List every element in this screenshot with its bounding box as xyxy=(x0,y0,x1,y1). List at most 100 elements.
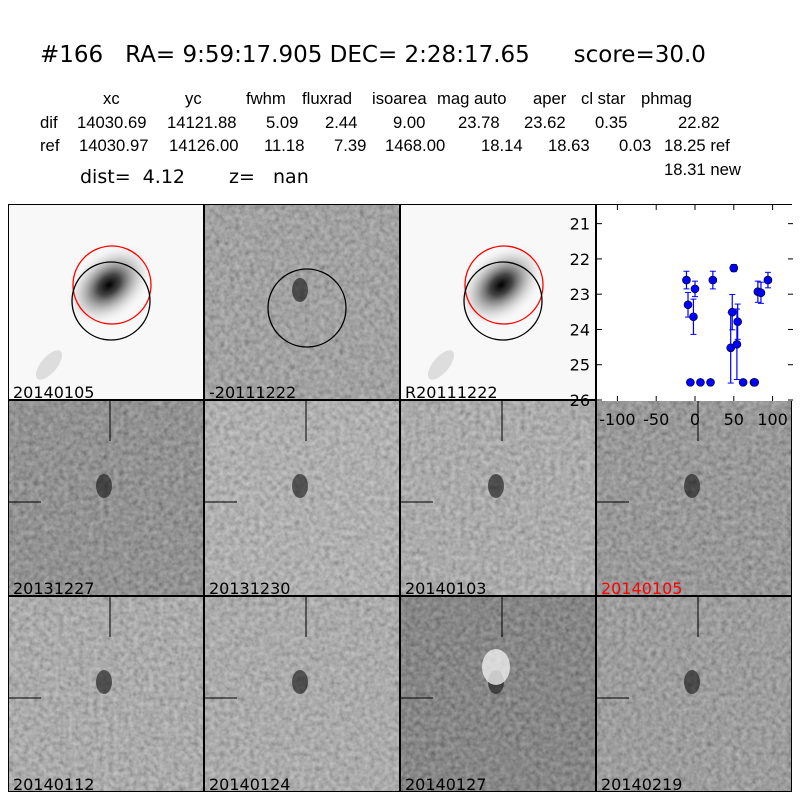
stamp-panel: 20131227 xyxy=(8,400,204,596)
dif-value: 9.00 xyxy=(393,113,426,132)
y-tick-label: 21 xyxy=(570,215,590,234)
marker xyxy=(696,378,705,387)
stamp-date-label: 20140124 xyxy=(209,775,291,792)
new-position-circle xyxy=(72,245,152,325)
marker xyxy=(683,300,693,310)
marker xyxy=(689,312,698,322)
ref-value: 14126.00 xyxy=(169,136,239,155)
stamp-date-label: -20111222 xyxy=(209,383,297,400)
dif-value: 23.78 xyxy=(458,113,500,132)
marker xyxy=(763,275,773,285)
marker xyxy=(686,378,695,387)
stamp-date-label: R20111222 xyxy=(405,383,498,400)
column-header: fwhm xyxy=(246,89,286,108)
column-header: cl star xyxy=(581,89,626,108)
dif-value: 14121.88 xyxy=(167,113,237,132)
marker xyxy=(729,263,739,273)
data-point xyxy=(683,291,693,318)
stamp-date-label: 20140219 xyxy=(601,775,683,792)
data-point xyxy=(696,378,705,387)
column-header: xc xyxy=(103,89,120,108)
stamp-panel: 20140112 xyxy=(8,596,204,792)
stamp-date-label: 20140127 xyxy=(405,775,487,792)
stamp-date-label: 20131230 xyxy=(209,579,291,596)
data-point xyxy=(756,281,766,304)
marker xyxy=(756,288,766,298)
data-point xyxy=(690,280,700,298)
x-tick-label: -100 xyxy=(599,410,635,429)
lightcurve-plot-panel: 21 22 23 24 25 26 -100 -50 0 50 100 xyxy=(570,204,793,429)
data-point xyxy=(686,378,695,387)
aperture-circle xyxy=(267,268,347,348)
y-tick-label: 23 xyxy=(570,285,590,304)
y-tick-label: 22 xyxy=(570,250,590,269)
dif-value: 5.09 xyxy=(266,113,299,132)
x-tick-label: 0 xyxy=(690,410,700,429)
data-point xyxy=(763,271,773,289)
row-label-dif: dif xyxy=(40,113,58,132)
ref-value: 18.14 xyxy=(481,136,523,155)
x-tick-label: -50 xyxy=(643,410,669,429)
row-label-ref: ref xyxy=(40,136,60,155)
ref-value: 18.63 xyxy=(548,136,590,155)
stamp-date-label: 20131227 xyxy=(13,579,95,596)
column-header: mag auto xyxy=(437,89,507,108)
data-point xyxy=(682,270,691,290)
new-phmag: 18.31 new xyxy=(664,160,741,179)
ref-value: 11.18 xyxy=(264,136,305,155)
y-tick-label: 24 xyxy=(570,320,590,339)
dif-value: 0.35 xyxy=(595,113,628,132)
dif-value: 2.44 xyxy=(325,113,358,132)
page-title: #166 RA= 9:59:17.905 DEC= 2:28:17.65 sco… xyxy=(40,42,706,68)
dif-value: 22.82 xyxy=(678,113,720,132)
x-tick-label: 100 xyxy=(757,410,788,429)
data-point xyxy=(732,308,742,381)
stamp-panel: 20140219 xyxy=(596,596,792,792)
stamp-date-label: 20140112 xyxy=(13,775,95,792)
x-tick-label: 50 xyxy=(724,410,744,429)
marker xyxy=(690,284,700,294)
ref-value: 7.39 xyxy=(334,136,367,155)
y-tick-label: 26 xyxy=(570,391,590,410)
marker xyxy=(733,317,742,326)
y-tick-label: 25 xyxy=(570,356,590,375)
stamp-date-label: 20140105 xyxy=(601,579,683,596)
column-header: isoarea xyxy=(372,89,427,108)
marker xyxy=(738,378,748,387)
data-point xyxy=(729,263,739,273)
stamp-panel: -20111222 xyxy=(204,204,400,400)
marker xyxy=(750,378,760,387)
dif-value: 14030.69 xyxy=(77,113,147,132)
data-point xyxy=(706,378,715,387)
stamp-date-label: 20140105 xyxy=(13,383,95,400)
data-point xyxy=(708,270,718,290)
data-point xyxy=(733,303,742,340)
new-position-circle xyxy=(464,245,544,325)
ref-position-circle xyxy=(463,261,543,341)
data-point xyxy=(750,378,760,387)
column-header: fluxrad xyxy=(302,89,353,108)
stamp-panel: R20111222 xyxy=(400,204,596,400)
stamp-panel: 20140105 xyxy=(596,400,792,596)
data-point xyxy=(689,298,698,335)
ref-value: 18.25 ref xyxy=(664,136,730,155)
marker xyxy=(706,378,715,387)
ref-position-circle xyxy=(71,261,151,341)
stamp-panel: 20140103 xyxy=(400,400,596,596)
ref-value: 1468.00 xyxy=(385,136,446,155)
data-point xyxy=(738,378,748,387)
marker xyxy=(682,275,691,285)
ref-value: 0.03 xyxy=(619,136,652,155)
stamp-panel: 20140124 xyxy=(204,596,400,792)
column-header: yc xyxy=(185,89,202,108)
column-header: phmag xyxy=(641,89,692,108)
stamp-panel: 20140105 xyxy=(8,204,204,400)
stamp-date-label: 20140103 xyxy=(405,579,487,596)
z-value: z= nan xyxy=(229,166,309,188)
stamp-panel: 20140127 xyxy=(400,596,596,792)
dist-value: dist= 4.12 xyxy=(80,166,185,188)
marker xyxy=(732,339,742,349)
dif-value: 23.62 xyxy=(524,113,566,132)
stamp-panel: 20131230 xyxy=(204,400,400,596)
